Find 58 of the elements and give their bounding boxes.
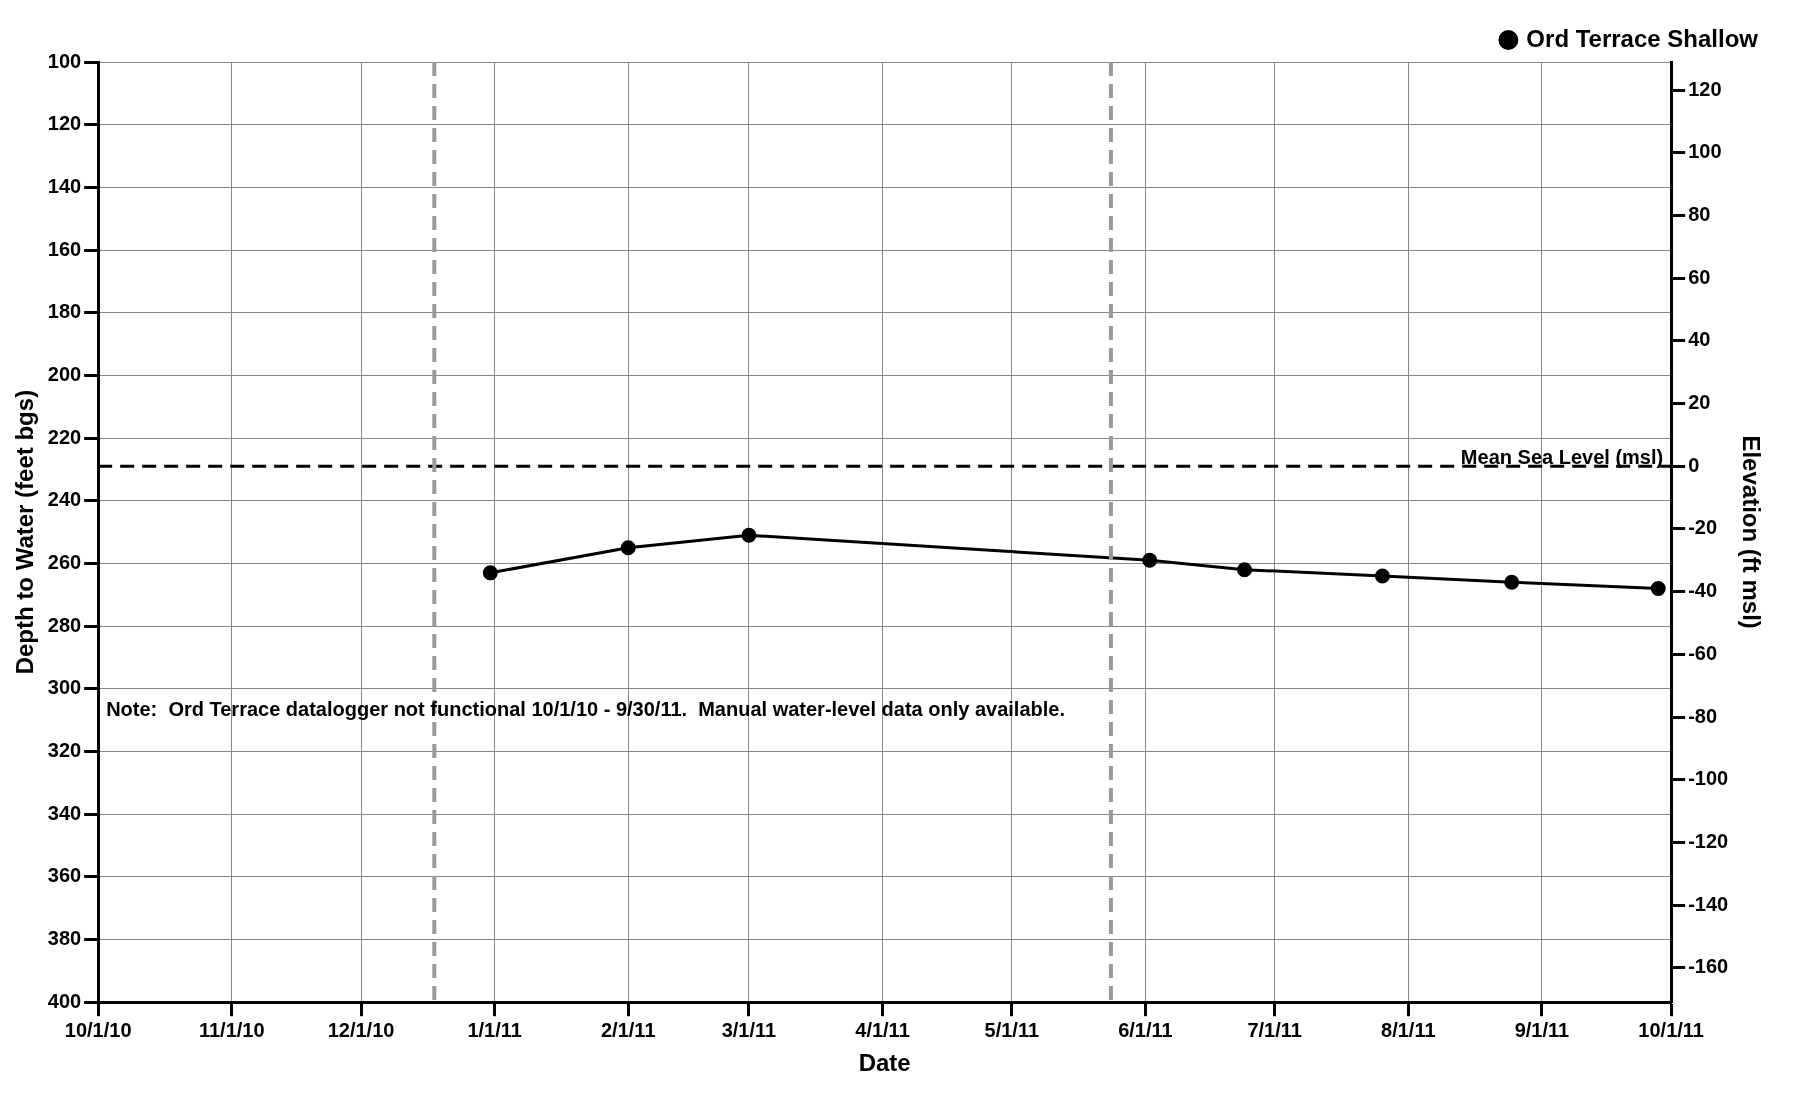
point (1504, 574, 1520, 590)
y2-tick-label: 100 (1688, 140, 1722, 163)
x-tick-label: 1/1/11 (467, 1018, 522, 1041)
y2-tick-label: 0 (1688, 453, 1700, 476)
y-tick-label: 120 (47, 112, 82, 135)
y-tick-label: 240 (47, 488, 82, 511)
y-tick-label: 380 (47, 927, 82, 950)
y-tick-label: 220 (47, 425, 82, 448)
y-tick-label: 160 (47, 237, 82, 260)
x-tick-label: 4/1/11 (855, 1018, 910, 1041)
x-tick-label: 7/1/11 (1247, 1018, 1302, 1041)
y2-tick-label: 40 (1688, 328, 1711, 351)
y-tick-label: 400 (47, 989, 82, 1012)
point (482, 565, 498, 581)
y2-tick-label: -160 (1688, 955, 1729, 978)
y2-tick-label: -80 (1688, 704, 1718, 727)
annotation: Note: Ord Terrace datalogger not functional 10/1/10 - 9/30/11. Manual water-level data only available. (106, 698, 1065, 721)
x-tick-label: 11/1/10 (198, 1018, 265, 1041)
y-tick-label: 340 (47, 801, 82, 824)
y2-tick-label: -40 (1688, 579, 1718, 602)
x-tick-label: 8/1/11 (1381, 1018, 1436, 1041)
y-tick-label: 140 (47, 174, 82, 197)
x-tick-label: 3/1/11 (721, 1018, 777, 1041)
x-tick-label: 10/1/11 (1638, 1018, 1704, 1041)
y2-tick-label: -120 (1688, 829, 1729, 852)
y-tick-label: 100 (47, 49, 82, 72)
y-tick-label: 300 (47, 676, 82, 699)
x-tick-label: 9/1/11 (1514, 1018, 1570, 1041)
x-tick-label: 5/1/11 (984, 1018, 1040, 1041)
y2-tick-label: 120 (1688, 77, 1722, 100)
point (1650, 581, 1666, 597)
y2-tick-label: 20 (1688, 391, 1711, 414)
y-tick-label: 200 (47, 362, 82, 385)
legend-label: Ord Terrace Shallow (1526, 24, 1759, 52)
y2-tick-label: -60 (1688, 641, 1718, 664)
ref-line-label: Mean Sea Level (msl) (1460, 445, 1664, 468)
x-tick-label: 10/1/10 (64, 1018, 132, 1041)
y2-tick-label: 60 (1688, 265, 1711, 288)
point (1374, 568, 1390, 584)
x-tick-label: 2/1/11 (600, 1018, 656, 1041)
y-tick-label: 320 (47, 739, 82, 761)
y2-tick-label: 80 (1688, 203, 1711, 226)
x-tick-label: 12/1/10 (327, 1018, 395, 1041)
x-tick-label: 6/1/11 (1118, 1018, 1173, 1041)
point (1142, 552, 1158, 568)
y-tick-label: 260 (47, 550, 82, 573)
point (1237, 562, 1253, 578)
y-axis-title: Depth to Water (feet bgs) (11, 389, 39, 675)
y2-tick-label: -100 (1688, 767, 1729, 790)
y-tick-label: 360 (47, 864, 82, 887)
x-axis-title: Date (858, 1049, 911, 1077)
y-tick-label: 180 (47, 300, 82, 323)
y2-tick-label: -140 (1688, 892, 1729, 915)
point (620, 540, 636, 556)
y2-axis-title: Elevation (ft msl) (1737, 435, 1765, 629)
y-tick-label: 280 (47, 613, 82, 636)
y2-tick-label: -20 (1688, 516, 1718, 539)
point (741, 527, 757, 543)
